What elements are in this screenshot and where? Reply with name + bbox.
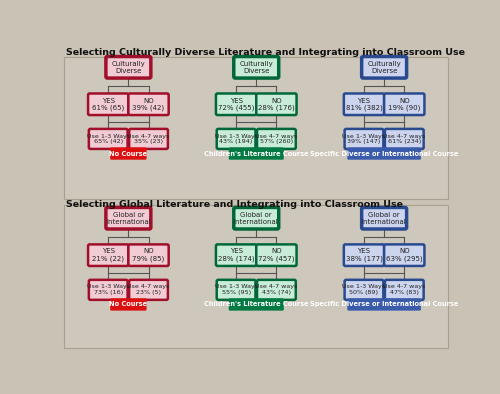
FancyBboxPatch shape: [234, 207, 278, 229]
Text: Children's Literature Course: Children's Literature Course: [204, 301, 308, 307]
FancyBboxPatch shape: [362, 207, 406, 229]
Text: Selecting Culturally Diverse Literature and Integrating into Classroom Use: Selecting Culturally Diverse Literature …: [66, 48, 464, 57]
FancyBboxPatch shape: [128, 244, 168, 266]
Text: Use 4-7 ways
23% (5): Use 4-7 ways 23% (5): [128, 284, 170, 295]
FancyBboxPatch shape: [64, 56, 448, 199]
FancyBboxPatch shape: [348, 298, 421, 310]
FancyBboxPatch shape: [88, 93, 128, 115]
FancyBboxPatch shape: [89, 129, 128, 149]
FancyBboxPatch shape: [384, 244, 424, 266]
Text: Use 4-7 ways
57% (260): Use 4-7 ways 57% (260): [255, 134, 298, 144]
FancyBboxPatch shape: [64, 205, 448, 348]
Text: YES
21% (22): YES 21% (22): [92, 249, 124, 262]
Text: NO
39% (42): NO 39% (42): [132, 97, 164, 111]
Text: Use 1-3 Ways
50% (89): Use 1-3 Ways 50% (89): [342, 284, 386, 295]
FancyBboxPatch shape: [89, 280, 128, 300]
Text: Children's Literature Course: Children's Literature Course: [204, 151, 308, 156]
Text: Use 4-7 ways
35% (23): Use 4-7 ways 35% (23): [128, 134, 170, 144]
FancyBboxPatch shape: [110, 147, 146, 160]
FancyBboxPatch shape: [344, 280, 384, 300]
FancyBboxPatch shape: [129, 129, 168, 149]
Text: NO
19% (90): NO 19% (90): [388, 97, 420, 111]
Text: Culturally
Diverse: Culturally Diverse: [367, 61, 401, 74]
FancyBboxPatch shape: [129, 280, 168, 300]
Text: Use 4-7 ways
43% (74): Use 4-7 ways 43% (74): [255, 284, 298, 295]
Text: YES
81% (382): YES 81% (382): [346, 97, 383, 111]
Text: Use 1-3 Ways
65% (42): Use 1-3 Ways 65% (42): [86, 134, 130, 144]
Text: YES
72% (455): YES 72% (455): [218, 97, 254, 111]
FancyBboxPatch shape: [256, 93, 296, 115]
FancyBboxPatch shape: [362, 56, 406, 78]
FancyBboxPatch shape: [216, 93, 256, 115]
Text: Use 1-3 Ways
43% (194): Use 1-3 Ways 43% (194): [214, 134, 258, 144]
FancyBboxPatch shape: [228, 147, 284, 160]
Text: YES
61% (65): YES 61% (65): [92, 97, 124, 111]
Text: YES
28% (174): YES 28% (174): [218, 249, 254, 262]
FancyBboxPatch shape: [110, 298, 146, 310]
FancyBboxPatch shape: [385, 280, 424, 300]
FancyBboxPatch shape: [344, 129, 384, 149]
Text: Global or
International: Global or International: [362, 212, 406, 225]
Text: Global or
International: Global or International: [106, 212, 151, 225]
FancyBboxPatch shape: [344, 93, 384, 115]
FancyBboxPatch shape: [385, 129, 424, 149]
FancyBboxPatch shape: [348, 147, 421, 160]
FancyBboxPatch shape: [257, 280, 296, 300]
Text: Use 4-7 ways
61% (234): Use 4-7 ways 61% (234): [383, 134, 426, 144]
FancyBboxPatch shape: [88, 244, 128, 266]
Text: NO
72% (457): NO 72% (457): [258, 249, 294, 262]
FancyBboxPatch shape: [216, 280, 256, 300]
FancyBboxPatch shape: [234, 56, 278, 78]
Text: Global or
International: Global or International: [234, 212, 278, 225]
Text: Use 1-3 Ways
55% (95): Use 1-3 Ways 55% (95): [214, 284, 258, 295]
Text: NO
63% (295): NO 63% (295): [386, 249, 422, 262]
FancyBboxPatch shape: [128, 93, 168, 115]
Text: Use 1-3 Ways
73% (16): Use 1-3 Ways 73% (16): [86, 284, 130, 295]
Text: Use 1-3 Ways
39% (147): Use 1-3 Ways 39% (147): [342, 134, 386, 144]
Text: Culturally
Diverse: Culturally Diverse: [240, 61, 273, 74]
FancyBboxPatch shape: [106, 56, 151, 78]
Text: Use 4-7 ways
47% (83): Use 4-7 ways 47% (83): [383, 284, 426, 295]
FancyBboxPatch shape: [256, 244, 296, 266]
FancyBboxPatch shape: [257, 129, 296, 149]
Text: No Course: No Course: [110, 151, 148, 156]
Text: Specific Diverse or International Course: Specific Diverse or International Course: [310, 301, 458, 307]
Text: Specific Diverse or International Course: Specific Diverse or International Course: [310, 151, 458, 156]
FancyBboxPatch shape: [384, 93, 424, 115]
Text: Selecting Global Literature and Integrating into Classroom Use: Selecting Global Literature and Integrat…: [66, 200, 402, 209]
FancyBboxPatch shape: [216, 244, 256, 266]
FancyBboxPatch shape: [344, 244, 384, 266]
Text: No Course: No Course: [110, 301, 148, 307]
FancyBboxPatch shape: [106, 207, 151, 229]
FancyBboxPatch shape: [216, 129, 256, 149]
Text: Culturally
Diverse: Culturally Diverse: [112, 61, 145, 74]
Text: YES
38% (177): YES 38% (177): [346, 249, 383, 262]
Text: NO
28% (176): NO 28% (176): [258, 97, 295, 111]
Text: NO
79% (85): NO 79% (85): [132, 249, 164, 262]
FancyBboxPatch shape: [228, 298, 284, 310]
